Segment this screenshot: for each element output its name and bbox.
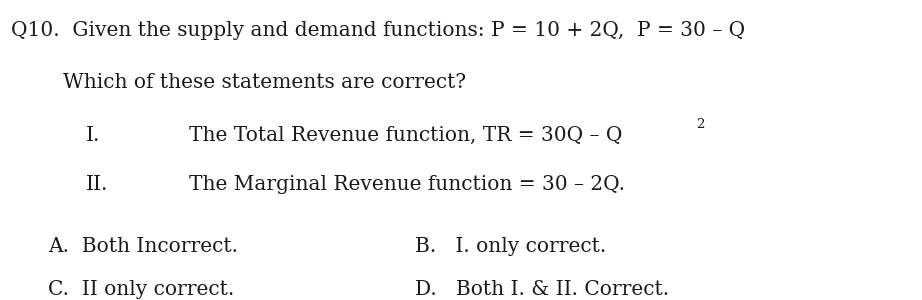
Text: The Total Revenue function, TR = 30Q – Q: The Total Revenue function, TR = 30Q – Q bbox=[189, 126, 622, 145]
Text: II.: II. bbox=[86, 176, 108, 194]
Text: I.: I. bbox=[86, 126, 100, 145]
Text: A.  Both Incorrect.: A. Both Incorrect. bbox=[48, 237, 238, 256]
Text: D.   Both I. & II. Correct.: D. Both I. & II. Correct. bbox=[415, 280, 669, 298]
Text: Which of these statements are correct?: Which of these statements are correct? bbox=[63, 74, 466, 92]
Text: C.  II only correct.: C. II only correct. bbox=[48, 280, 234, 298]
Text: 2: 2 bbox=[696, 118, 704, 131]
Text: Q10.  Given the supply and demand functions: P = 10 + 2Q,  P = 30 – Q: Q10. Given the supply and demand functio… bbox=[11, 21, 745, 40]
Text: B.   I. only correct.: B. I. only correct. bbox=[415, 237, 606, 256]
Text: The Marginal Revenue function = 30 – 2Q.: The Marginal Revenue function = 30 – 2Q. bbox=[189, 176, 625, 194]
